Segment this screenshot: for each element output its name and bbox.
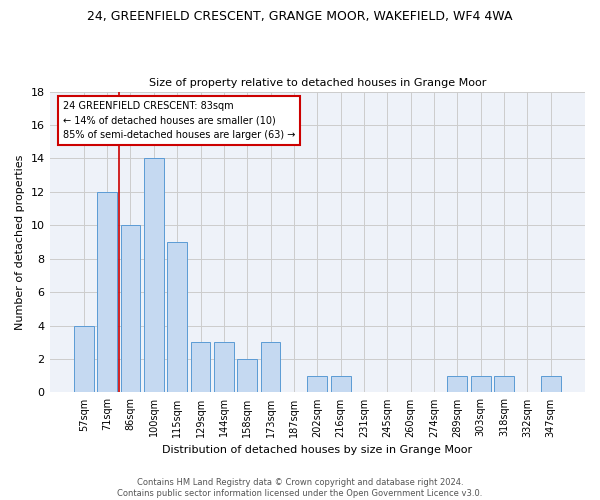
Bar bbox=[74, 326, 94, 392]
Bar bbox=[331, 376, 350, 392]
Bar bbox=[121, 226, 140, 392]
Bar bbox=[471, 376, 491, 392]
Title: Size of property relative to detached houses in Grange Moor: Size of property relative to detached ho… bbox=[149, 78, 486, 88]
Bar bbox=[144, 158, 164, 392]
Bar bbox=[307, 376, 327, 392]
Bar bbox=[448, 376, 467, 392]
X-axis label: Distribution of detached houses by size in Grange Moor: Distribution of detached houses by size … bbox=[162, 445, 472, 455]
Text: 24 GREENFIELD CRESCENT: 83sqm
← 14% of detached houses are smaller (10)
85% of s: 24 GREENFIELD CRESCENT: 83sqm ← 14% of d… bbox=[63, 100, 295, 140]
Bar bbox=[214, 342, 234, 392]
Y-axis label: Number of detached properties: Number of detached properties bbox=[15, 154, 25, 330]
Bar bbox=[494, 376, 514, 392]
Bar bbox=[238, 359, 257, 392]
Text: Contains HM Land Registry data © Crown copyright and database right 2024.
Contai: Contains HM Land Registry data © Crown c… bbox=[118, 478, 482, 498]
Bar bbox=[260, 342, 280, 392]
Bar bbox=[541, 376, 560, 392]
Bar bbox=[167, 242, 187, 392]
Bar bbox=[191, 342, 211, 392]
Text: 24, GREENFIELD CRESCENT, GRANGE MOOR, WAKEFIELD, WF4 4WA: 24, GREENFIELD CRESCENT, GRANGE MOOR, WA… bbox=[87, 10, 513, 23]
Bar bbox=[97, 192, 117, 392]
